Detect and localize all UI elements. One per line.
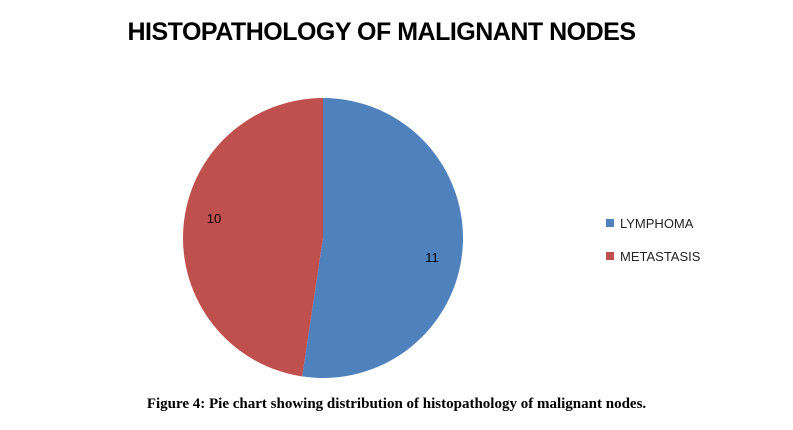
pie-slice-lymphoma (302, 98, 464, 378)
legend-label-lymphoma: LYMPHOMA (620, 215, 694, 231)
chart-title: HISTOPATHOLOGY OF MALIGNANT NODES (127, 18, 636, 46)
legend-swatch-metastasis (606, 252, 614, 260)
legend-item-lymphoma: LYMPHOMA (606, 214, 700, 232)
legend-swatch-lymphoma (606, 219, 614, 227)
figure-caption: Figure 4: Pie chart showing distribution… (146, 396, 647, 412)
data-label-lymphoma: 11 (425, 250, 439, 265)
legend-label-metastasis: METASTASIS (620, 248, 701, 264)
pie-slice-metastasis (182, 98, 323, 377)
data-label-metastasis: 10 (207, 211, 221, 226)
legend-item-metastasis: METASTASIS (606, 247, 700, 265)
legend: LYMPHOMA METASTASIS (606, 214, 700, 280)
